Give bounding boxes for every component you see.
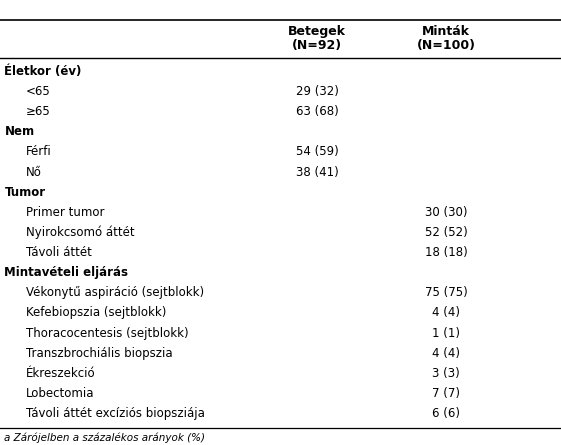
Text: Ékreszekció: Ékreszekció (26, 367, 95, 380)
Text: Lobectomia: Lobectomia (26, 387, 94, 400)
Text: ≥65: ≥65 (26, 105, 50, 118)
Text: 4 (4): 4 (4) (432, 347, 460, 360)
Text: Nyirokcsomó áttét: Nyirokcsomó áttét (26, 226, 135, 239)
Text: Távoli áttét excíziós biopsziája: Távoli áttét excíziós biopsziája (26, 407, 205, 420)
Text: Minták: Minták (422, 24, 470, 38)
Text: 52 (52): 52 (52) (425, 226, 467, 239)
Text: 4 (4): 4 (4) (432, 307, 460, 320)
Text: Primer tumor: Primer tumor (26, 206, 104, 219)
Text: Nő: Nő (26, 166, 42, 178)
Text: Mintavételi eljárás: Mintavételi eljárás (4, 266, 128, 279)
Text: a Zárójelben a százalékos arányok (%): a Zárójelben a százalékos arányok (%) (4, 433, 205, 443)
Text: <65: <65 (26, 85, 50, 98)
Text: Thoracocentesis (sejtblokk): Thoracocentesis (sejtblokk) (26, 327, 188, 340)
Text: Nem: Nem (4, 125, 35, 138)
Text: (N=100): (N=100) (416, 39, 476, 53)
Text: Tumor: Tumor (4, 186, 45, 199)
Text: 7 (7): 7 (7) (432, 387, 460, 400)
Text: 63 (68): 63 (68) (296, 105, 338, 118)
Text: Életkor (év): Életkor (év) (4, 65, 82, 78)
Text: Transzbrochiális biopszia: Transzbrochiális biopszia (26, 347, 172, 360)
Text: (N=92): (N=92) (292, 39, 342, 53)
Text: Betegek: Betegek (288, 24, 346, 38)
Text: Vékonytű aspiráció (sejtblokk): Vékonytű aspiráció (sejtblokk) (26, 286, 204, 299)
Text: 29 (32): 29 (32) (296, 85, 338, 98)
Text: 30 (30): 30 (30) (425, 206, 467, 219)
Text: 54 (59): 54 (59) (296, 146, 338, 158)
Text: 38 (41): 38 (41) (296, 166, 338, 178)
Text: 3 (3): 3 (3) (432, 367, 460, 380)
Text: 6 (6): 6 (6) (432, 407, 460, 420)
Text: 1 (1): 1 (1) (432, 327, 460, 340)
Text: Férfi: Férfi (26, 146, 52, 158)
Text: 75 (75): 75 (75) (425, 286, 467, 299)
Text: Távoli áttét: Távoli áttét (26, 246, 91, 259)
Text: 18 (18): 18 (18) (425, 246, 467, 259)
Text: Kefebiopszia (sejtblokk): Kefebiopszia (sejtblokk) (26, 307, 166, 320)
